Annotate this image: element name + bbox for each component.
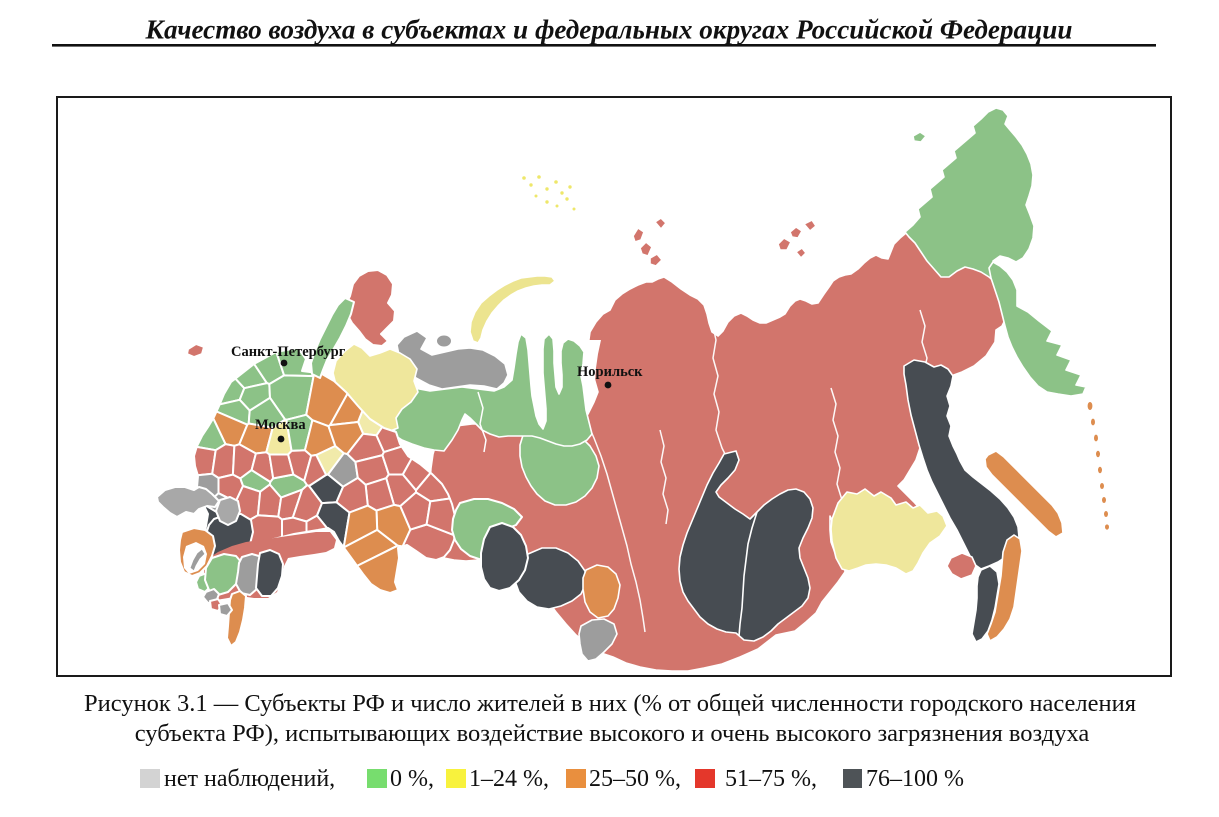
svg-text:Качество воздуха в субъектах и: Качество воздуха в субъектах и федеральн… — [145, 15, 1073, 45]
svg-text:25–50 %,: 25–50 %, — [589, 766, 681, 792]
svg-text:0 %,: 0 %, — [390, 766, 434, 792]
svg-text:субъекта РФ), испытывающих воз: субъекта РФ), испытывающих воздействие в… — [135, 720, 1090, 747]
svg-text:Рисунок 3.1 — Субъекты РФ и чи: Рисунок 3.1 — Субъекты РФ и число жителе… — [84, 690, 1136, 717]
svg-text:Санкт-Петербург: Санкт-Петербург — [231, 344, 346, 360]
svg-text:Москва: Москва — [255, 417, 306, 433]
svg-text:51–75 %,: 51–75 %, — [725, 766, 817, 792]
svg-text:нет наблюдений,: нет наблюдений, — [164, 766, 335, 792]
svg-text:1–24 %,: 1–24 %, — [469, 766, 549, 792]
svg-text:Норильск: Норильск — [577, 364, 643, 380]
svg-text:76–100 %: 76–100 % — [866, 766, 964, 792]
